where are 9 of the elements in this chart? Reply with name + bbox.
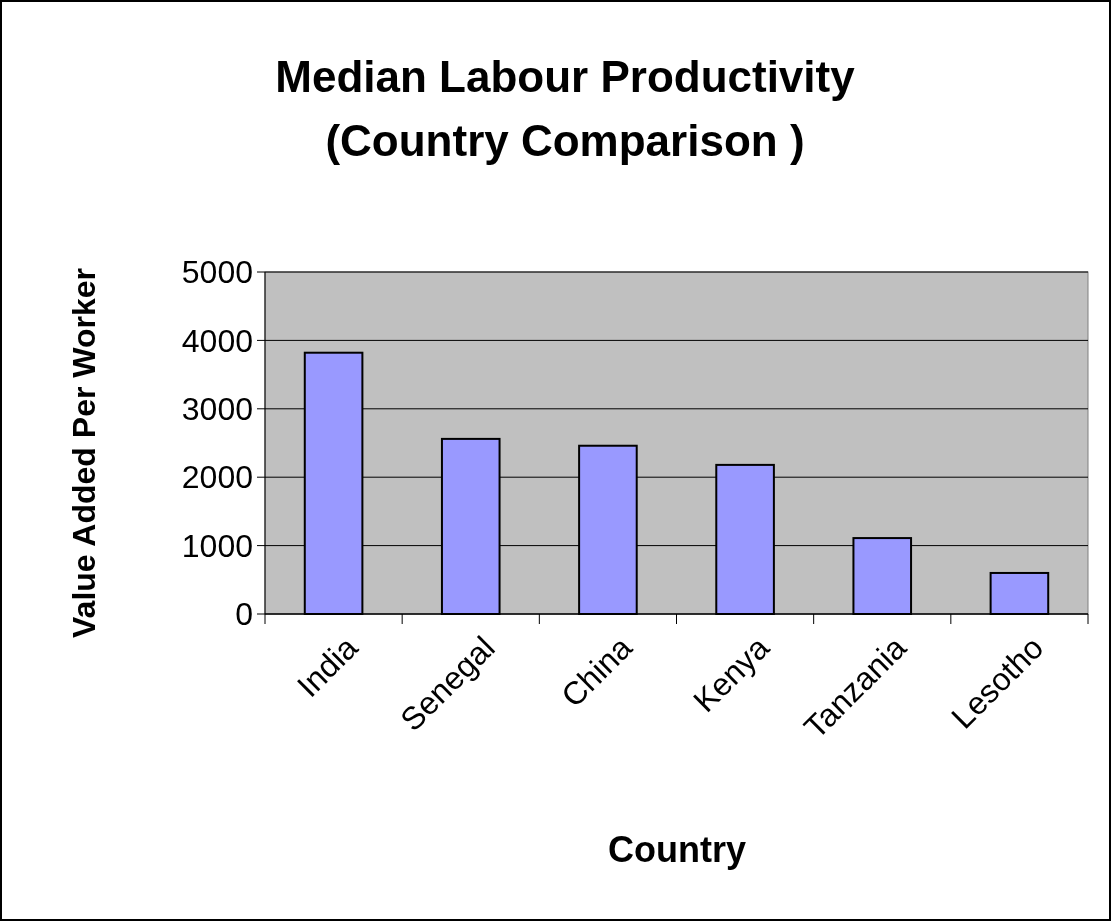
chart-title: Median Labour Productivity (Country Comparison ) [275, 52, 856, 165]
y-tick-label: 4000 [181, 322, 253, 359]
y-tick-label: 5000 [181, 254, 253, 291]
y-tick-label: 3000 [181, 391, 253, 427]
y-tick-label: 2000 [181, 459, 253, 496]
x-axis-title: Country [608, 829, 746, 870]
y-axis-title: Value Added Per Worker [66, 268, 102, 638]
y-tick-label: 0 [235, 596, 253, 633]
y-tick-label: 1000 [181, 527, 253, 564]
